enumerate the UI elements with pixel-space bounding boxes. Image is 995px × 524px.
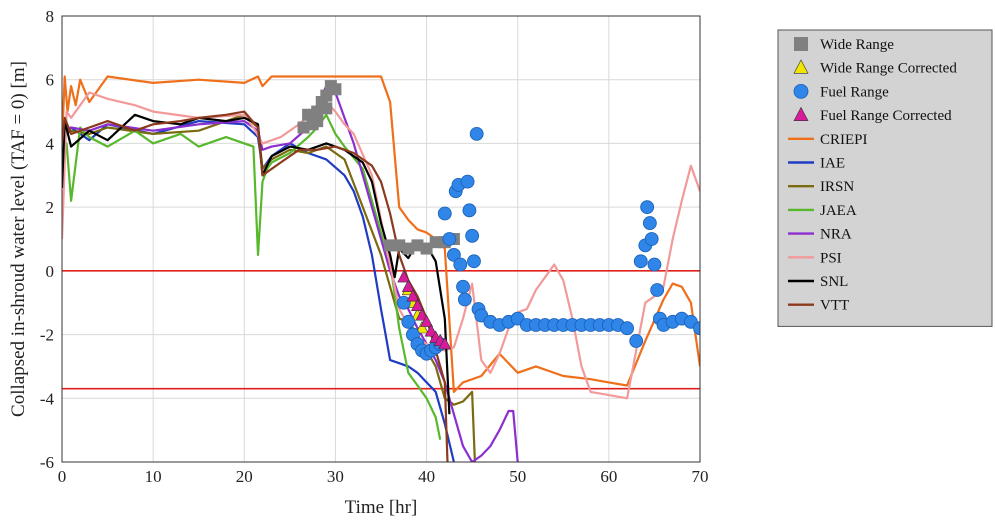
data-point-fuel-range: [650, 283, 665, 297]
data-point-fuel-range: [629, 334, 644, 348]
data-point-fuel-range: [453, 257, 468, 272]
series-layer: [62, 75, 700, 462]
legend-entry-criepi: CRIEPI: [820, 132, 868, 148]
data-point-wide-range-corrected: [415, 320, 429, 334]
reference-lines: [62, 270, 700, 390]
data-point-fuel-range: [456, 279, 470, 294]
legend-entry-iae: IAE: [820, 156, 845, 172]
data-point-fuel-range: [401, 314, 416, 329]
data-point-fuel-range: [462, 203, 477, 218]
y-tick-label: 6: [46, 71, 55, 90]
data-point-wide-range: [393, 239, 406, 252]
data-point-fuel-range-corrected: [438, 336, 452, 350]
legend-entry-irsn: IRSN: [820, 179, 854, 195]
data-point-fuel-range: [465, 228, 480, 243]
x-tick-labels: 0 10 20 30 40 50 60 70: [58, 467, 709, 486]
legend-entry-psi: PSI: [820, 250, 842, 266]
data-point-fuel-range-corrected: [410, 298, 424, 312]
series-line-jaea: [62, 113, 442, 440]
x-tick-label: 40: [418, 467, 435, 486]
legend-entry-fuel-range-corrected: Fuel Range Corrected: [820, 108, 952, 124]
plot-frame: [61, 15, 701, 463]
y-tick-label: 8: [46, 7, 55, 26]
data-point-fuel-range: [467, 254, 481, 269]
data-point-wide-range: [411, 239, 424, 252]
y-tick-labels: -6 -4 -2 0 2 4 6 8: [40, 7, 55, 472]
series-line-nra: [62, 84, 519, 462]
data-point-fuel-range: [644, 232, 659, 246]
data-point-fuel-range: [693, 321, 700, 336]
data-point-fuel-range: [396, 295, 411, 310]
legend-entry-fuel-range: Fuel Range: [820, 84, 889, 100]
data-point-wide-range: [311, 115, 324, 128]
data-point-fuel-range: [447, 248, 461, 262]
series-line-irsn: [62, 113, 476, 462]
y-tick-label: -6: [40, 453, 54, 472]
data-point-fuel-range: [642, 216, 657, 230]
y-tick-label: 0: [46, 262, 55, 281]
legend-entry-wide-range: Wide Range: [820, 37, 894, 53]
data-point-wide-range: [402, 242, 415, 255]
legend-swatch-fuel-range: [793, 84, 809, 99]
data-point-fuel-range-corrected: [424, 324, 438, 337]
y-tick-label: 4: [46, 134, 55, 153]
data-point-wide-range: [320, 102, 333, 115]
legend-box: [777, 29, 993, 327]
x-tick-label: 20: [236, 467, 253, 486]
data-point-fuel-range: [640, 200, 655, 215]
legend-swatch-wide-range-corrected: [793, 59, 809, 74]
data-point-wide-range: [384, 239, 397, 252]
data-point-fuel-range: [633, 254, 648, 269]
data-point-fuel-range: [620, 321, 634, 336]
legend: Wide Range Wide Range Corrected Fuel Range…: [777, 29, 993, 327]
y-tick-label: -4: [40, 389, 55, 408]
legend-swatch-fuel-range-corrected: [793, 106, 809, 121]
data-point-fuel-range: [469, 126, 484, 141]
data-point-wide-range: [429, 236, 442, 249]
y-tick-label: 2: [46, 198, 55, 217]
data-point-fuel-range-corrected: [415, 308, 429, 321]
data-point-fuel-range: [647, 257, 662, 272]
data-point-fuel-range: [457, 292, 472, 307]
data-point-wide-range: [329, 83, 342, 96]
data-point-fuel-range-corrected: [420, 314, 434, 327]
y-tick-label: -2: [40, 326, 54, 345]
data-point-wide-range: [420, 242, 433, 255]
data-point-fuel-range: [437, 206, 452, 221]
legend-entry-vtt: VTT: [820, 298, 849, 314]
y-axis-label: Collapsed in-shroud water level (TAF = 0…: [8, 61, 29, 417]
axes-box: [61, 15, 701, 463]
data-point-wide-range: [320, 89, 333, 102]
data-point-fuel-range-corrected: [397, 269, 411, 283]
data-point-wide-range: [311, 105, 324, 118]
legend-entry-snl: SNL: [820, 274, 848, 290]
x-tick-label: 70: [692, 467, 709, 486]
x-tick-label: 50: [509, 467, 526, 486]
legend-swatch-wide-range: [794, 37, 808, 51]
data-point-fuel-range: [442, 232, 457, 246]
series-line-snl: [62, 113, 451, 415]
data-point-fuel-range-corrected: [406, 289, 420, 302]
x-tick-label: 0: [58, 467, 67, 486]
x-tick-label: 60: [600, 467, 617, 486]
data-point-wide-range: [302, 108, 315, 121]
series-line-criepi: [62, 75, 700, 393]
legend-entry-jaea: JAEA: [820, 203, 857, 219]
x-tick-label: 10: [145, 467, 162, 486]
data-point-fuel-range-corrected: [401, 279, 415, 292]
x-axis-label: Time [hr]: [345, 497, 418, 518]
legend-entry-nra: NRA: [820, 227, 852, 243]
data-point-fuel-range: [460, 174, 475, 189]
legend-entry-wide-range-corrected: Wide Range Corrected: [820, 61, 957, 77]
data-point-wide-range: [297, 121, 310, 134]
x-tick-label: 30: [327, 467, 344, 486]
